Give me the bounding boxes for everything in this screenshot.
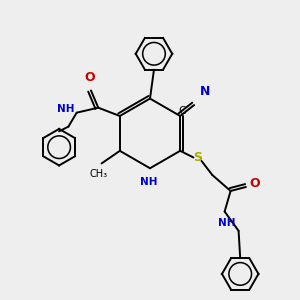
Text: O: O	[250, 176, 260, 190]
Text: NH: NH	[218, 218, 235, 227]
Text: O: O	[84, 71, 94, 85]
Text: NH: NH	[140, 177, 157, 187]
Text: NH: NH	[56, 104, 74, 114]
Text: C: C	[178, 106, 185, 116]
Text: S: S	[193, 151, 202, 164]
Text: CH₃: CH₃	[90, 169, 108, 179]
Text: N: N	[200, 85, 210, 98]
